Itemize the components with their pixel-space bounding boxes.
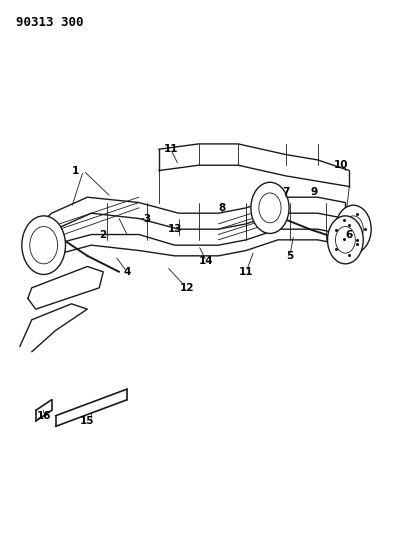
- Circle shape: [22, 216, 66, 274]
- Text: 16: 16: [37, 411, 51, 421]
- Text: 15: 15: [80, 416, 94, 426]
- Text: 10: 10: [334, 160, 349, 170]
- Text: 5: 5: [286, 251, 293, 261]
- Text: 7: 7: [282, 187, 289, 197]
- Text: 9: 9: [310, 187, 317, 197]
- Text: 13: 13: [168, 224, 182, 234]
- Text: 14: 14: [199, 256, 214, 266]
- Text: 11: 11: [239, 267, 253, 277]
- Circle shape: [335, 205, 371, 253]
- Circle shape: [30, 227, 58, 264]
- Text: 8: 8: [219, 203, 226, 213]
- Text: 4: 4: [123, 267, 131, 277]
- Circle shape: [259, 193, 281, 223]
- Circle shape: [251, 182, 289, 233]
- Circle shape: [335, 227, 355, 253]
- Text: 6: 6: [346, 230, 353, 239]
- Text: 11: 11: [164, 144, 178, 154]
- Circle shape: [328, 216, 363, 264]
- Text: 2: 2: [100, 230, 107, 239]
- Text: 90313 300: 90313 300: [16, 16, 83, 29]
- Text: 3: 3: [143, 214, 150, 223]
- Text: 12: 12: [179, 283, 194, 293]
- Text: 1: 1: [72, 166, 79, 175]
- Circle shape: [343, 216, 363, 243]
